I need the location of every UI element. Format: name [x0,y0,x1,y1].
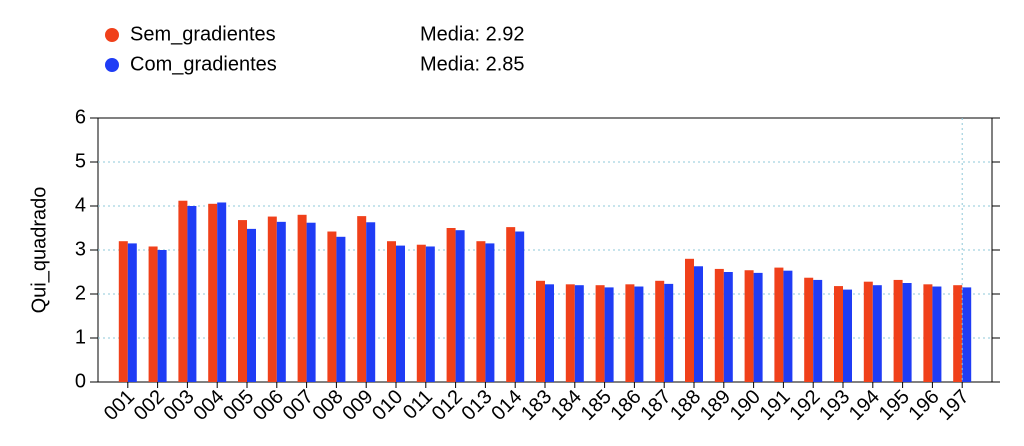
bar [804,277,814,382]
y-tick-label: 4 [75,194,86,216]
bar [813,279,823,382]
legend-media: Media: 2.92 [420,23,525,45]
bar [744,270,754,382]
bar [655,280,665,382]
bar [238,220,247,382]
bar [893,279,903,382]
bar [664,283,674,382]
bar [565,284,575,382]
bar [127,243,137,382]
bar [455,230,465,382]
bar [425,246,435,382]
legend-label: Com_gradientes [130,53,277,75]
bar [446,228,456,382]
bar [923,284,933,382]
bar [962,287,972,382]
bar [178,200,188,382]
bar [753,272,763,382]
bar [932,286,942,382]
bar [148,246,158,382]
bar [863,281,873,382]
bar [327,231,337,382]
bar [783,270,793,382]
y-tick-label: 6 [75,106,86,128]
y-tick-label: 5 [75,150,86,172]
y-tick-label: 2 [75,282,86,304]
bar [545,284,554,382]
bar [625,284,635,382]
bar [515,231,525,382]
legend-marker [105,58,119,72]
bar [723,272,733,382]
bar [506,227,516,382]
legend-media: Media: 2.85 [420,53,525,75]
y-tick-label: 0 [75,370,86,392]
bar [685,258,694,382]
bar [536,280,545,382]
bar [366,222,376,382]
bar [118,241,128,382]
bar [217,202,227,382]
bar [476,241,486,382]
x-tick-label: 197 [934,386,973,425]
bar [187,206,197,382]
y-axis-label: Qui_quadrado [28,187,50,314]
bar [595,285,605,382]
bar [604,287,614,382]
bar [306,222,316,382]
bar [634,286,644,382]
bar [396,245,405,382]
bar [387,241,396,382]
bar [774,267,784,382]
bar [297,214,307,382]
bar [336,236,346,382]
bar [247,228,256,382]
bar [276,221,286,382]
bar [902,283,912,382]
bar [357,216,367,382]
bar [843,289,852,382]
bar [157,250,167,382]
bar [267,216,277,382]
y-tick-label: 3 [75,238,86,260]
legend-label: Sem_gradientes [130,23,276,45]
bar [953,285,963,382]
bar [208,203,218,382]
legend-marker [105,28,119,42]
bar [834,286,843,382]
bar [485,243,495,382]
bar [416,244,426,382]
bar [872,285,882,382]
bar [574,285,584,382]
bar [694,266,703,382]
bar [714,268,724,382]
y-tick-label: 1 [75,326,86,348]
